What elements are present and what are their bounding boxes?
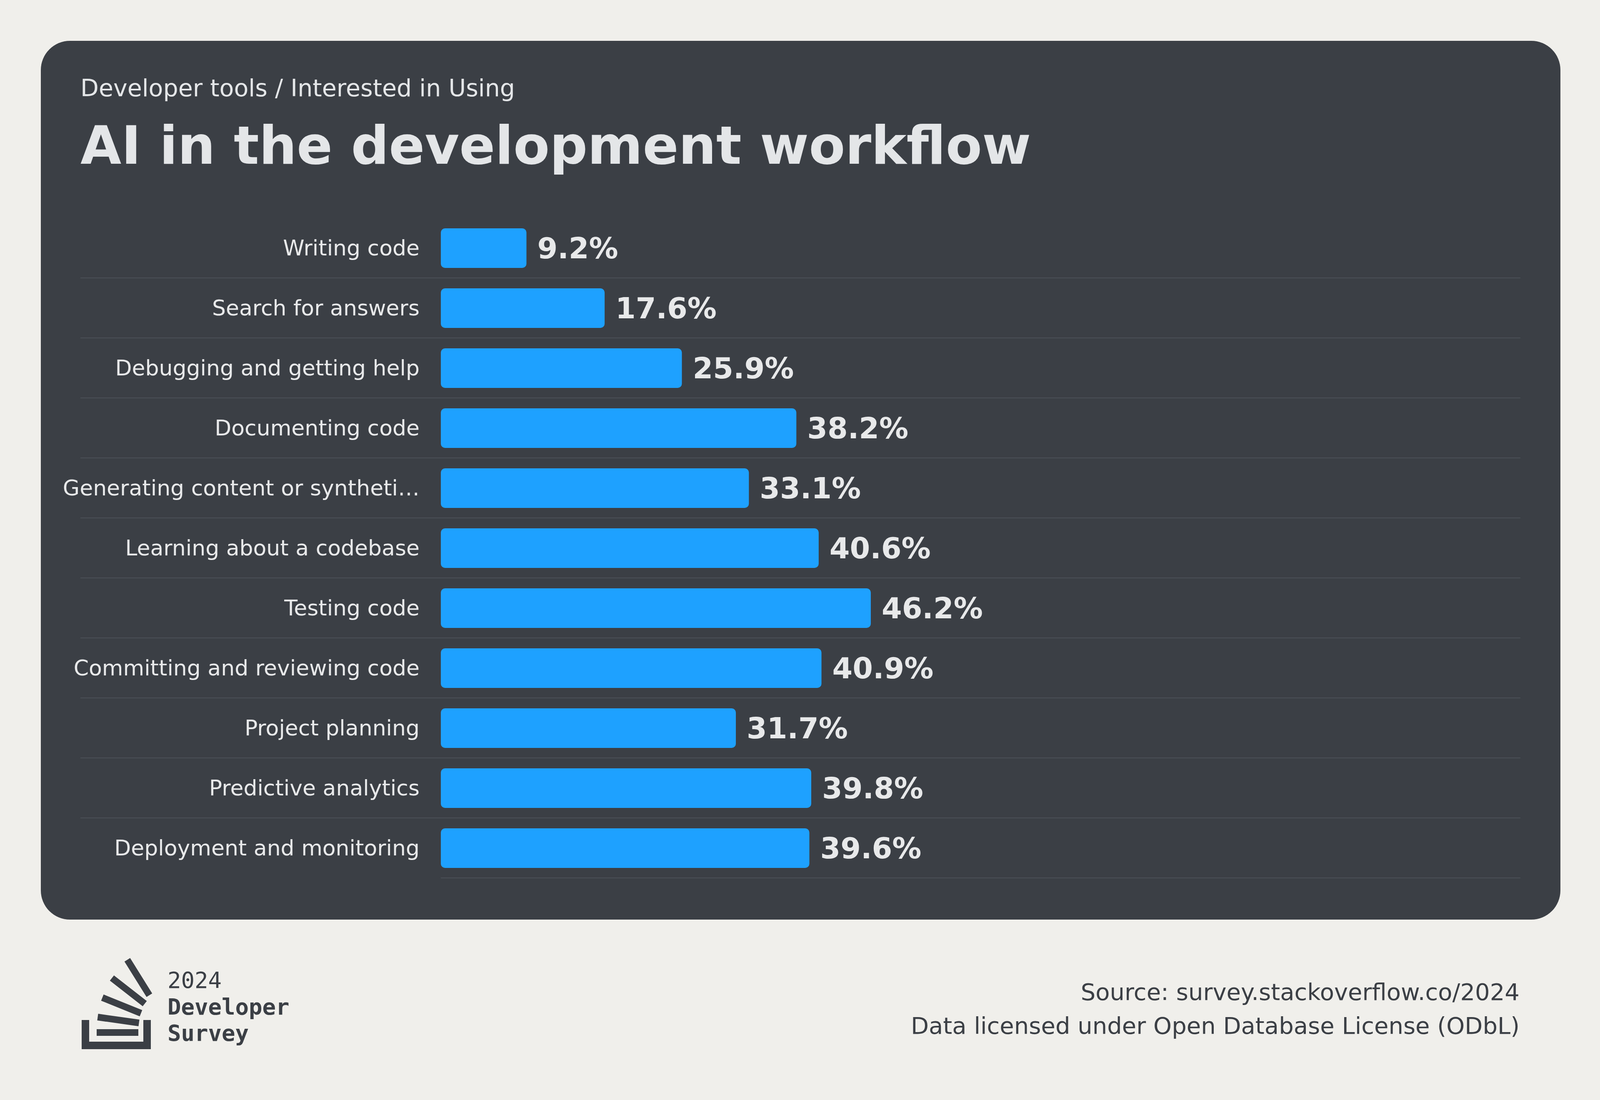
svg-text:Documenting code: Documenting code [214,415,420,441]
svg-text:Generating content or syntheti: Generating content or syntheti… [62,475,420,501]
svg-text:Developer tools / Interested i: Developer tools / Interested in Using [80,74,515,102]
svg-text:9.2%: 9.2% [537,231,618,266]
svg-text:33.1%: 33.1% [759,471,861,506]
svg-text:Learning about a codebase: Learning about a codebase [125,535,420,561]
svg-text:Writing code: Writing code [282,235,420,261]
svg-text:Data licensed under Open Datab: Data licensed under Open Database Licens… [910,1012,1520,1040]
svg-text:46.2%: 46.2% [881,591,983,626]
svg-text:31.7%: 31.7% [746,711,848,746]
svg-text:Project planning: Project planning [244,715,420,741]
svg-text:AI in the development workflow: AI in the development workflow [80,114,1031,177]
svg-text:39.6%: 39.6% [820,831,922,866]
svg-text:Source: survey.stackoverflow.c: Source: survey.stackoverflow.co/2024 [1080,978,1520,1006]
svg-text:17.6%: 17.6% [615,291,717,326]
svg-text:38.2%: 38.2% [807,411,909,446]
svg-text:2024: 2024 [167,967,222,994]
svg-text:Survey: Survey [167,1020,249,1047]
svg-text:Search for answers: Search for answers [212,295,420,321]
svg-text:Debugging and getting help: Debugging and getting help [115,355,420,381]
svg-text:Developer: Developer [167,993,290,1020]
svg-text:39.8%: 39.8% [822,771,924,806]
svg-text:Predictive analytics: Predictive analytics [209,775,420,801]
svg-text:40.9%: 40.9% [832,651,934,686]
svg-text:Testing code: Testing code [283,595,420,621]
svg-text:Deployment and monitoring: Deployment and monitoring [114,835,420,861]
svg-text:25.9%: 25.9% [692,351,795,386]
svg-text:Committing and reviewing code: Committing and reviewing code [73,655,420,681]
svg-text:40.6%: 40.6% [829,531,931,566]
